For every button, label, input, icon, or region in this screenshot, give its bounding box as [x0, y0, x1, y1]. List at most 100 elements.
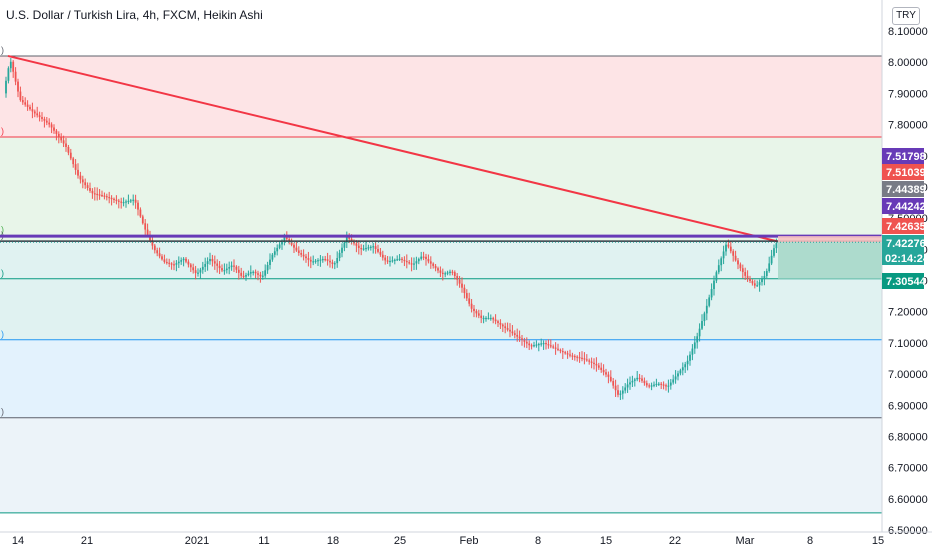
candle-body — [187, 261, 190, 265]
price-badge — [882, 218, 924, 234]
candle-body — [65, 143, 67, 147]
candle-body — [662, 384, 665, 386]
candle-body — [55, 130, 58, 134]
candle-body — [691, 348, 694, 355]
price-badge-label: 7.51798 — [886, 151, 926, 163]
candle-body — [405, 261, 408, 263]
candle-body — [576, 356, 579, 358]
candle-body — [475, 311, 478, 314]
candles — [5, 58, 778, 400]
price-badge-label: 7.30544 — [886, 276, 927, 288]
candle-body — [578, 357, 581, 359]
candle-body — [763, 276, 766, 280]
candle-body — [21, 100, 24, 103]
target-zone — [778, 242, 882, 279]
x-tick-label: 22 — [669, 535, 681, 547]
candle-body — [307, 258, 310, 260]
candle-body — [485, 317, 487, 320]
candle-body — [441, 272, 444, 274]
candle-body — [290, 241, 293, 245]
candle-body — [163, 259, 166, 262]
currency-button[interactable]: TRY — [892, 7, 920, 25]
candle-body — [293, 244, 295, 248]
candle-body — [557, 348, 559, 350]
candle-body — [281, 241, 283, 245]
y-tick-label: 8.10000 — [888, 26, 928, 38]
candle-body — [729, 246, 732, 252]
candle-body — [401, 258, 403, 260]
candle-body — [461, 283, 463, 288]
candle-body — [494, 319, 497, 322]
candle-body — [213, 261, 216, 264]
x-tick-label: 15 — [600, 535, 612, 547]
candle-body — [41, 117, 43, 119]
candle-body — [139, 209, 142, 217]
candle-body — [345, 237, 348, 243]
candle-body — [607, 374, 610, 377]
candle-body — [655, 383, 658, 386]
candle-body — [629, 382, 631, 385]
candle-body — [60, 137, 63, 141]
candle-body — [381, 254, 384, 258]
candle-body — [156, 250, 159, 254]
candle-body — [497, 321, 499, 323]
candle-body — [645, 383, 648, 386]
candle-body — [732, 251, 735, 256]
candle-body — [129, 200, 132, 202]
candle-body — [77, 169, 79, 176]
candle-body — [669, 382, 672, 386]
candle-body — [91, 190, 94, 194]
candle-body — [571, 355, 574, 357]
y-tick-label: 6.70000 — [888, 463, 928, 475]
candle-body — [360, 248, 363, 250]
candle-body — [417, 258, 420, 262]
candle-body — [681, 367, 684, 371]
candle-body — [17, 81, 19, 92]
candle-body — [463, 287, 466, 294]
candle-body — [252, 271, 255, 273]
candle-body — [369, 246, 372, 248]
candle-body — [98, 194, 101, 196]
candle-body — [465, 293, 468, 299]
candle-body — [528, 343, 531, 346]
candle-body — [235, 266, 238, 270]
candle-body — [523, 340, 526, 342]
candle-body — [362, 248, 365, 250]
candle-body — [492, 317, 495, 320]
candle-body — [588, 360, 591, 362]
candle-body — [168, 262, 171, 264]
candle-body — [701, 321, 703, 329]
candle-body — [643, 380, 646, 384]
price-badge — [882, 198, 924, 214]
candle-body — [257, 273, 259, 275]
time-axis[interactable]: 14 21 2021 11 18 25 Feb 8 15 22 Mar 8 15 — [0, 531, 932, 547]
candle-body — [182, 258, 185, 261]
x-tick-label: 21 — [81, 535, 93, 547]
candle-body — [600, 367, 603, 370]
candle-body — [233, 265, 235, 267]
candle-body — [650, 385, 653, 387]
candle-body — [535, 344, 538, 346]
candle-body — [413, 263, 415, 265]
fib-edge-label: ) — [1, 45, 4, 55]
candle-body — [693, 342, 696, 349]
candle-body — [211, 258, 214, 262]
candle-body — [753, 283, 756, 286]
candle-body — [29, 106, 31, 110]
candle-body — [216, 263, 219, 266]
price-badge-label: 7.42276 — [886, 238, 926, 250]
candle-body — [761, 279, 763, 283]
candle-body — [329, 260, 331, 263]
candle-body — [9, 61, 12, 69]
candle-body — [122, 201, 125, 204]
candle-body — [247, 273, 250, 276]
fib-edge-label: ) — [1, 126, 4, 136]
fib-edge-label: ) — [1, 225, 4, 235]
candle-body — [722, 251, 725, 259]
candle-body — [240, 272, 243, 276]
candle-body — [144, 223, 147, 230]
candle-body — [285, 237, 288, 240]
candle-body — [398, 258, 401, 260]
fib-edge-label: ) — [1, 268, 4, 278]
